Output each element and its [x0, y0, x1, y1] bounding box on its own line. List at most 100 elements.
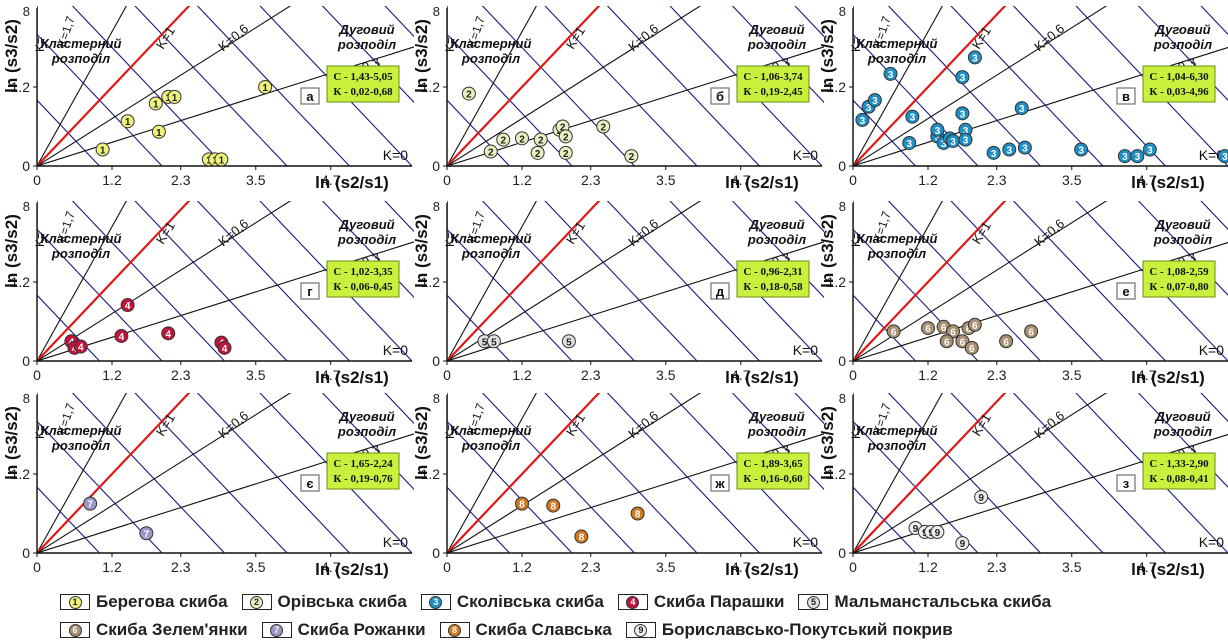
data-point-marker: [530, 145, 545, 160]
data-point-label: 5: [566, 337, 572, 348]
k-label: K=0,6: [625, 408, 661, 442]
data-point-label: 3: [960, 109, 966, 120]
x-tick-label: 0: [849, 559, 857, 575]
data-point-marker: [161, 326, 176, 341]
data-point-marker: [148, 96, 163, 111]
x-tick-label: 3.5: [1062, 559, 1082, 575]
data-point-label: 3: [1122, 152, 1128, 163]
y-top-label: 8: [433, 199, 440, 214]
iso-c-line: [37, 0, 600, 166]
y-tick-label: 1.2: [421, 466, 441, 482]
data-point-marker: [886, 324, 901, 339]
k-line: [853, 6, 1007, 166]
data-point-marker: [596, 119, 611, 134]
data-point-label: 2: [563, 149, 569, 160]
summary-box: [1142, 260, 1216, 298]
legend-item: 9 Бориславсько-Покутський покрив: [625, 620, 953, 640]
data-point: 7: [83, 496, 98, 511]
x-tick-label: 1.2: [102, 367, 122, 383]
iso-c-line: [731, 201, 824, 299]
y-axis-label: ln (s3/s2): [818, 406, 837, 480]
x-tick-label: 1.2: [918, 367, 938, 383]
cluster-region-label: Кластерний розподіл: [451, 36, 532, 66]
y-top-label: 8: [23, 4, 30, 19]
summary-box: [736, 65, 810, 103]
legend-label: Скиба Парашки: [653, 592, 785, 611]
panel-letter: ж: [714, 476, 725, 491]
data-point-marker: [902, 135, 917, 150]
data-point-marker: [558, 129, 573, 144]
iso-c-line: [196, 393, 350, 553]
legend-item: 2 Орівська скиба: [241, 592, 407, 612]
k-line: [37, 6, 292, 166]
data-point-marker: [1017, 140, 1032, 155]
x-tick-label: 3.5: [246, 367, 266, 383]
data-point: 1: [258, 80, 273, 94]
data-point-marker: [964, 340, 979, 355]
k-label: K=: [443, 232, 457, 247]
summary-box: [1142, 452, 1216, 490]
y-axis-label: ln (s3/s2): [412, 19, 431, 93]
y-tick-label: 0: [22, 158, 30, 174]
summary-c-range: С - 1,06-3,74: [743, 71, 803, 83]
x-axis-label: ln (s2/s1): [725, 173, 799, 192]
panel-letter: е: [1122, 284, 1129, 299]
panel-з: 0 1.2 2.3 3.5 4.7 0 1.2 8ln (s3/s2) ln (s2/s1) K=…: [818, 391, 1228, 579]
k-line: [447, 201, 702, 361]
summary-k-range: К - 0,19-0,76: [333, 473, 393, 485]
summary-box: [326, 260, 400, 298]
data-point-label: 8: [550, 502, 556, 513]
data-point-label: 6: [960, 337, 966, 348]
data-point-marker: [83, 496, 98, 511]
data-point: 6: [999, 334, 1014, 349]
data-point-marker: [974, 490, 989, 505]
x-axis-label: ln (s2/s1): [315, 173, 389, 192]
x-axis-label: ln (s2/s1): [315, 368, 389, 387]
k-label: K=0,6: [625, 216, 661, 250]
y-axis-label: ln (s3/s2): [2, 19, 21, 93]
legend-swatch: 7: [261, 622, 292, 638]
arc-region-label: Дуговий розподіл: [747, 217, 806, 247]
legend-item: 8 Скиба Славська: [439, 620, 612, 640]
iso-c-line: [1137, 6, 1228, 101]
k-line: [447, 6, 702, 166]
x-tick-label: 1.2: [102, 172, 122, 188]
k-label: K=0,6: [1031, 216, 1067, 250]
y-top-label: 8: [23, 199, 30, 214]
data-point-label: 4: [125, 301, 131, 312]
data-point-label: 8: [519, 500, 525, 511]
data-point-marker: [1217, 149, 1228, 164]
iso-c-line: [384, 6, 414, 38]
y-top-label: 8: [839, 391, 846, 406]
x-tick-label: 1.2: [102, 559, 122, 575]
k-line: [853, 46, 1228, 166]
x-tick-label: 0: [33, 559, 41, 575]
data-point-label: 7: [144, 529, 150, 540]
x-tick-label: 4.7: [321, 559, 341, 575]
x-tick-label: 4.7: [321, 367, 341, 383]
data-point: 3: [1130, 149, 1145, 164]
x-axis-label: ln (s2/s1): [725, 560, 799, 579]
y-tick-label: 1.2: [421, 274, 441, 290]
panel-г: 0 1.2 2.3 3.5 4.7 0 1.2 8ln (s3/s2) ln (s2/s1) K=…: [2, 199, 414, 387]
data-point-marker: [561, 334, 576, 349]
panel-letter-box: [710, 474, 730, 492]
data-point-label: 3: [1135, 152, 1141, 163]
x-tick-label: 4.7: [731, 367, 751, 383]
data-point: 1: [151, 124, 166, 139]
summary-c-range: С - 1,65-2,24: [333, 458, 393, 470]
k-label: K=0,6: [215, 21, 251, 55]
summary-c-range: С - 1,08-2,59: [1149, 266, 1209, 278]
x-axis-label: ln (s2/s1): [315, 560, 389, 579]
k-line: [447, 393, 702, 553]
iso-c-line: [37, 0, 600, 553]
data-point-marker: [1074, 142, 1089, 157]
data-point: 6: [921, 321, 935, 336]
k-label: K=0: [1199, 342, 1225, 358]
data-point: 4: [161, 326, 176, 341]
data-point-label: 3: [1006, 146, 1012, 157]
panel-letter: а: [306, 89, 314, 104]
x-axis-label: ln (s2/s1): [1131, 560, 1205, 579]
arc-region-label: Дуговий розподіл: [747, 409, 806, 439]
summary-k-range: К - 0,18-0,58: [743, 281, 803, 293]
